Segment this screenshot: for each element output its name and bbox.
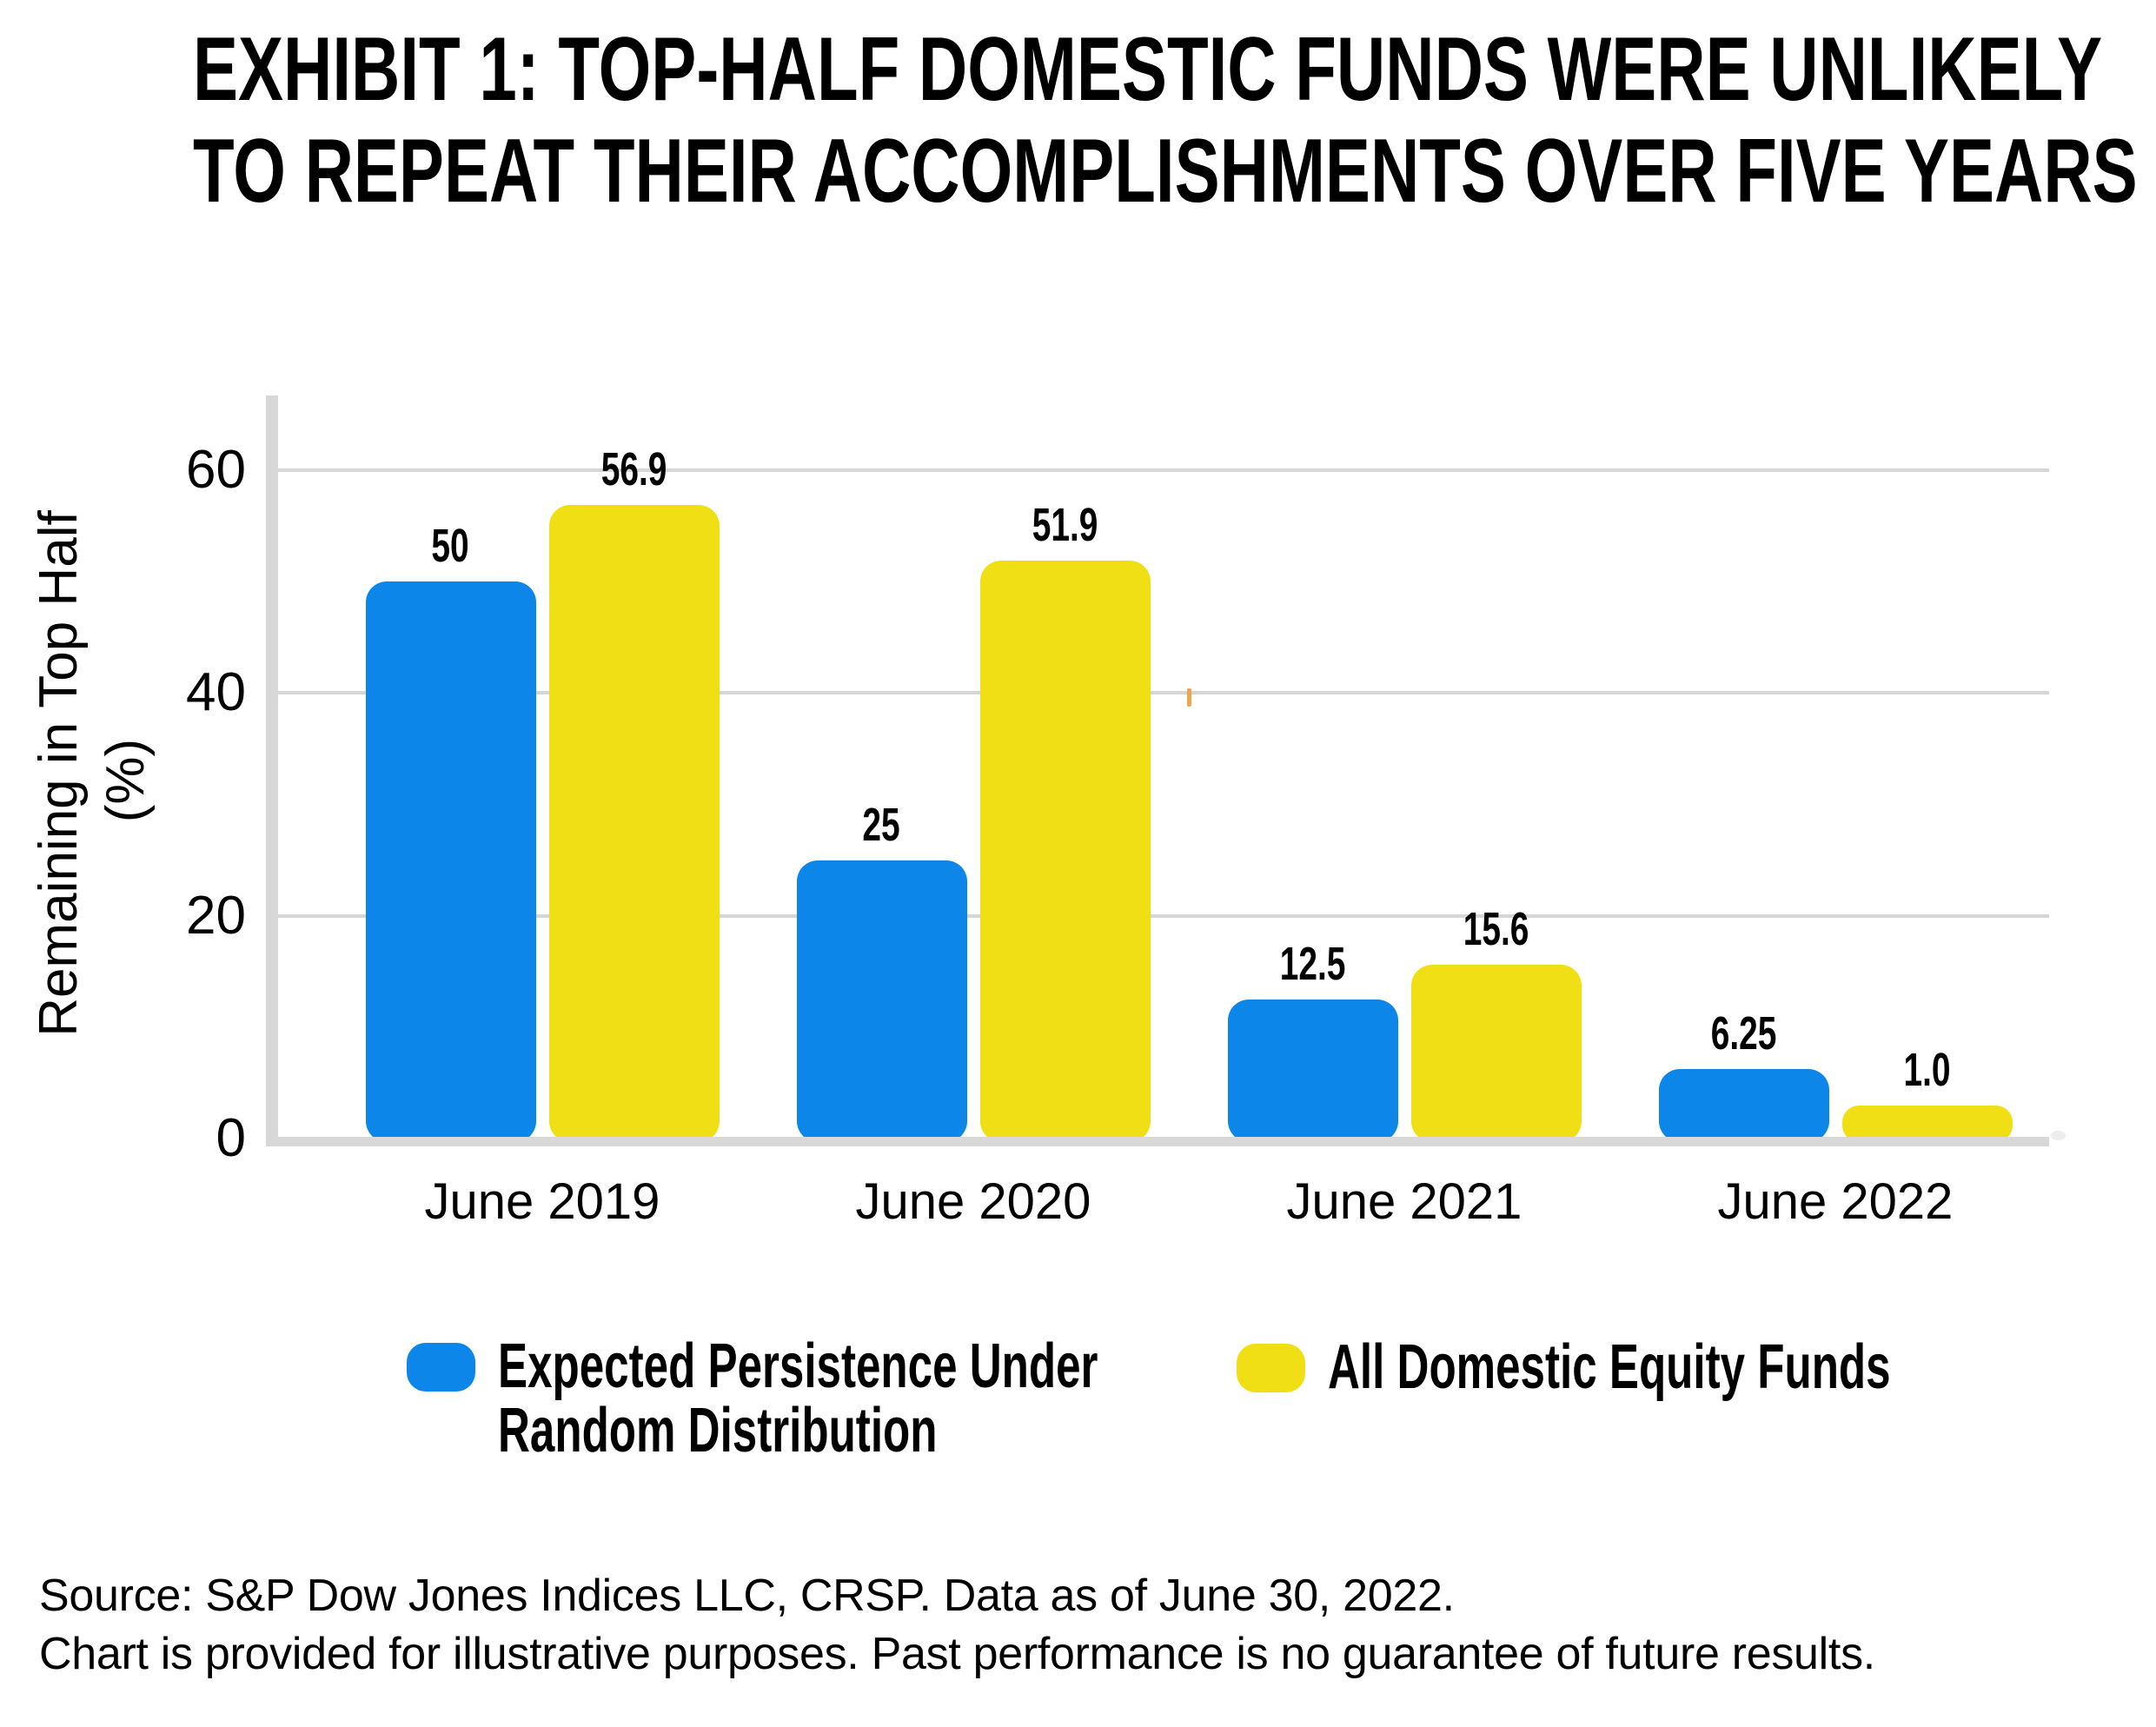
legend-label-all-funds-line1: All Domestic Equity Funds xyxy=(1328,1332,1891,1402)
source-line-2: Chart is provided for illustrative purpo… xyxy=(39,1629,1875,1679)
gridline-60 xyxy=(266,468,2049,472)
legend-label-expected-line1: Expected Persistence Under xyxy=(498,1332,1098,1401)
legend-swatch-blue xyxy=(407,1343,475,1392)
bar-value-text: 25 xyxy=(862,798,901,851)
bar-value-text: 12.5 xyxy=(1279,937,1346,990)
source-note: Source: S&P Dow Jones Indices LLC, CRSP.… xyxy=(39,1567,1875,1684)
bar-expected-june-2020 xyxy=(796,860,967,1142)
bar-all-funds-june-2021 xyxy=(1410,965,1582,1142)
legend-swatch-yellow xyxy=(1237,1344,1305,1392)
bar-expected-june-2022 xyxy=(1658,1068,1829,1142)
bar-value-text: 51.9 xyxy=(1032,498,1098,551)
y-axis-title: Remaining in Top Half xyxy=(29,510,89,1037)
bar-value-label: 6.25 xyxy=(1659,1008,1829,1059)
bar-value-label: 12.5 xyxy=(1228,939,1398,989)
bar-value-text: 6.25 xyxy=(1710,1006,1777,1059)
y-axis-line xyxy=(266,395,278,1146)
bar-value-label: 25 xyxy=(797,800,967,850)
bar-value-text: 50 xyxy=(431,520,470,572)
gridline-20 xyxy=(266,913,2049,918)
title-line-2: TO REPEAT THEIR ACCOMPLISHMENTS OVER FIV… xyxy=(193,121,2138,222)
legend-item-all-funds xyxy=(1237,1344,1305,1392)
gridline-40 xyxy=(266,691,2049,695)
orange-tick-artifact xyxy=(1187,688,1191,707)
title-line-1: EXHIBIT 1: TOP-HALF DOMESTIC FUNDS WERE … xyxy=(193,19,2103,120)
bar-value-label: 15.6 xyxy=(1411,904,1582,954)
x-axis-line xyxy=(266,1137,2049,1146)
bar-value-label: 50 xyxy=(366,521,536,571)
bar-all-funds-june-2020 xyxy=(979,560,1151,1142)
bar-value-label: 56.9 xyxy=(549,444,720,495)
bar-value-label: 51.9 xyxy=(980,500,1151,550)
page-title: EXHIBIT 1: TOP-HALF DOMESTIC FUNDS WERE … xyxy=(193,19,2156,223)
y-tick-label-60: 60 xyxy=(186,439,246,500)
x-category-label-4: June 2022 xyxy=(1717,1173,1954,1230)
legend-label-expected: Expected Persistence Under Random Distri… xyxy=(498,1334,1343,1463)
bar-value-text: 15.6 xyxy=(1463,903,1529,955)
y-tick-label-20: 20 xyxy=(186,885,246,946)
x-category-label-2: June 2020 xyxy=(855,1173,1091,1230)
bar-value-text: 56.9 xyxy=(600,442,667,495)
source-line-1: Source: S&P Dow Jones Indices LLC, CRSP.… xyxy=(39,1571,1455,1621)
x-category-label-1: June 2019 xyxy=(424,1173,660,1230)
bar-all-funds-june-2022 xyxy=(1841,1106,2013,1142)
bar-all-funds-june-2019 xyxy=(548,504,720,1142)
bar-expected-june-2019 xyxy=(365,581,536,1142)
legend-label-expected-line2: Random Distribution xyxy=(498,1396,938,1465)
bar-value-label: 1.0 xyxy=(1842,1045,2013,1095)
x-category-label-3: June 2021 xyxy=(1286,1173,1522,1230)
gray-blob-artifact xyxy=(2051,1131,2066,1140)
bar-expected-june-2021 xyxy=(1227,999,1398,1142)
y-tick-label-0: 0 xyxy=(216,1108,246,1168)
legend-label-all-funds: All Domestic Equity Funds xyxy=(1328,1335,2120,1399)
y-tick-label-40: 40 xyxy=(186,662,246,723)
legend-item-expected xyxy=(407,1343,475,1392)
bar-value-text: 1.0 xyxy=(1903,1044,1951,1096)
